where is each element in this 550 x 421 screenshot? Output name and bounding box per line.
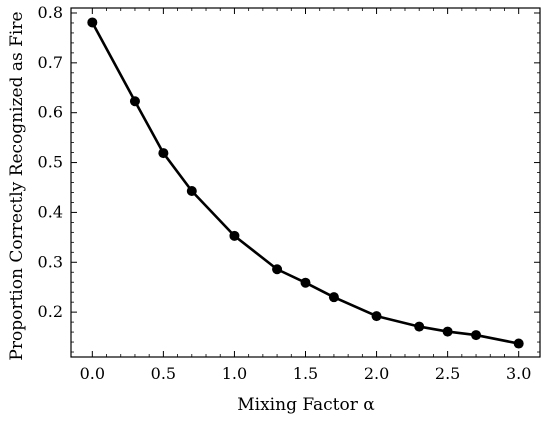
y-tick-label: 0.3 [38,252,63,271]
x-tick-label: 0.0 [80,364,105,383]
y-tick-label: 0.8 [38,3,63,22]
y-tick-label: 0.5 [38,153,63,172]
y-tick-label: 0.7 [38,53,63,72]
data-point [371,311,382,322]
series-line [91,21,519,345]
x-tick-label: 2.0 [364,364,389,383]
data-point [229,230,240,241]
data-point [414,321,425,332]
axis-ticks [71,8,540,357]
plot-frame [70,7,541,358]
data-point [272,264,283,275]
y-tick-label: 0.6 [38,103,63,122]
x-tick-label: 3.0 [506,364,531,383]
x-tick-label: 1.0 [222,364,247,383]
y-tick-label: 0.4 [38,202,63,221]
x-tick-label: 2.5 [435,364,460,383]
plot-area-frame [70,7,541,358]
data-point [471,330,482,341]
x-tick-label: 1.5 [293,364,318,383]
data-point [129,96,140,107]
data-point [328,292,339,303]
data-point [87,17,98,28]
x-axis-label: Mixing Factor α [237,395,375,415]
tick-labels: 0.0 0.5 1.0 1.5 2.0 2.5 3.0 0.2 0.3 0.4 0.5 0.6 0.7 0… [38,3,532,383]
y-tick-label: 0.2 [38,302,63,321]
x-tick-label: 0.5 [151,364,176,383]
data-point [442,326,453,337]
series [87,17,524,349]
y-axis-label: Proportion Correctly Recognized as Fire [7,11,27,360]
data-point [300,277,311,288]
data-point [158,148,169,159]
data-point [513,338,524,349]
data-point [186,185,197,196]
